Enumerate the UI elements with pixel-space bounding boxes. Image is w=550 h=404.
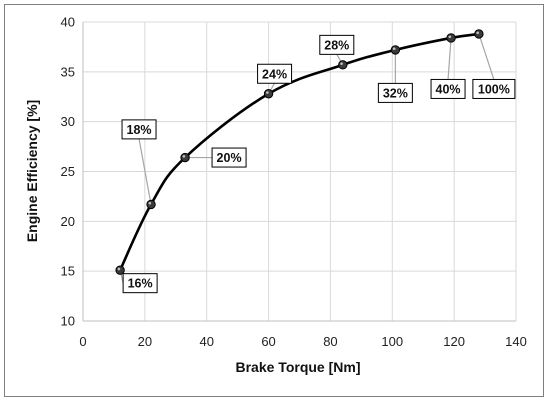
- y-tick-labels: 10 15 20 25 30 35 40: [61, 15, 75, 329]
- data-markers: [115, 29, 484, 275]
- annotation-label: 20%: [217, 151, 242, 165]
- annotation-box: [472, 78, 516, 99]
- annotation-box: [211, 147, 247, 168]
- x-tick-labels: 0 20 40 60 80 100 120 140: [79, 334, 526, 349]
- x-tick-label: 100: [381, 334, 403, 349]
- y-tick-label: 40: [61, 15, 75, 30]
- y-tick-label: 35: [61, 64, 75, 79]
- data-point-highlight: [448, 35, 452, 39]
- annotation-label: 28%: [324, 38, 349, 52]
- data-point: [146, 199, 156, 210]
- data-point-highlight: [266, 91, 269, 94]
- x-tick-label: 60: [261, 334, 275, 349]
- annotation-leader: [447, 37, 452, 80]
- y-tick-label: 20: [61, 214, 75, 229]
- annotation-box: [377, 82, 413, 103]
- annotation-box: [257, 63, 293, 84]
- x-tick-label: 140: [505, 334, 527, 349]
- y-tick-label: 25: [61, 164, 75, 179]
- data-point: [263, 89, 274, 99]
- data-point-highlight: [340, 62, 343, 65]
- y-axis-title: Engine Efficiency [%]: [24, 100, 40, 242]
- annotation-label: 16%: [128, 277, 153, 291]
- annotation-label: 32%: [383, 86, 408, 100]
- data-point: [338, 60, 348, 70]
- annotation-label: 18%: [127, 123, 152, 137]
- annotation-box: [121, 119, 157, 140]
- x-tick-label: 80: [323, 334, 337, 349]
- x-tick-label: 40: [199, 334, 213, 349]
- axes: [82, 22, 516, 322]
- y-tick-label: 15: [61, 264, 75, 279]
- point-annotations: 16% 18% 20% 24% 28% 32% 40% 100%: [121, 34, 516, 294]
- data-point-highlight: [182, 155, 186, 158]
- data-point: [446, 33, 456, 43]
- data-point: [474, 29, 484, 39]
- annotation-label: 24%: [262, 67, 287, 81]
- annotation-leader: [478, 33, 495, 80]
- x-tick-label: 0: [79, 334, 86, 349]
- annotation-label: 100%: [478, 82, 510, 96]
- data-point-highlight: [117, 267, 121, 271]
- annotation-box: [122, 273, 158, 294]
- annotation-label: 40%: [436, 82, 461, 96]
- data-point: [180, 152, 190, 163]
- data-point-highlight: [148, 201, 152, 205]
- efficiency-curve: [118, 32, 480, 271]
- data-point: [115, 265, 125, 275]
- annotation-box: [319, 34, 355, 55]
- annotation-leader: [138, 138, 152, 205]
- data-point-highlight: [392, 47, 396, 51]
- x-tick-label: 20: [138, 334, 152, 349]
- x-axis-title: Brake Torque [Nm]: [236, 359, 361, 375]
- data-point: [390, 45, 401, 55]
- y-tick-label: 30: [61, 114, 75, 129]
- annotation-box: [430, 78, 466, 99]
- data-point-highlight: [476, 31, 479, 35]
- x-tick-label: 120: [443, 334, 465, 349]
- y-tick-label: 10: [61, 314, 75, 329]
